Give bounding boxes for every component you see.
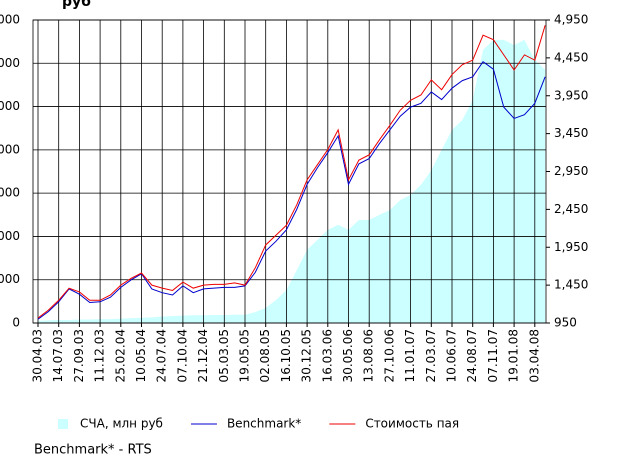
x-tick-label: 07.10.04 <box>175 329 189 382</box>
y2-tick-label: 1,950 <box>554 240 588 254</box>
y2-tick-label: 950 <box>554 316 577 330</box>
x-tick-label: 07.11.07 <box>486 329 500 382</box>
x-tick-label: 19.01.08 <box>507 329 521 382</box>
x-tick-label: 27.09.03 <box>72 329 86 382</box>
x-tick-label: 05.03.05 <box>217 329 231 382</box>
y2-tick-label: 4,450 <box>554 50 588 64</box>
y2-tick-label: 2,450 <box>554 202 588 216</box>
y2-tick-label: 2,950 <box>554 164 588 178</box>
area <box>38 39 546 323</box>
x-tick-label: 30.12.05 <box>300 329 314 382</box>
x-tick-label: 16.10.05 <box>279 329 293 382</box>
x-tick-label: 30.05.06 <box>341 329 355 382</box>
y2-tick-label: 1,450 <box>554 278 588 292</box>
y2-tick-label: 4,950 <box>554 13 588 27</box>
x-tick-label: 16.03.06 <box>320 329 334 382</box>
x-tick-label: 11.01.07 <box>403 329 417 382</box>
x-tick-label: 10.06.07 <box>445 329 459 382</box>
y-tick-label: 5 000 <box>0 99 20 113</box>
x-tick-label: 27.03.07 <box>424 329 438 382</box>
x-tick-label: 10.05.04 <box>134 329 148 382</box>
y-tick-label: 0 <box>12 316 20 330</box>
line <box>37 60 546 320</box>
legend-swatch <box>58 419 68 429</box>
x-tick-label: 24.07.04 <box>155 329 169 382</box>
x-tick-label: 03.04.08 <box>527 329 541 382</box>
plot-frame <box>32 19 547 324</box>
x-tick-label: 27.10.06 <box>382 329 396 382</box>
y-tick-label: 3 000 <box>0 186 20 200</box>
x-tick-label: 21.12.04 <box>196 329 210 382</box>
footnote: Benchmark* - RTS <box>34 443 152 458</box>
y-tick-label: 2 000 <box>0 229 20 243</box>
y2-tick-label: 3,450 <box>554 126 588 140</box>
y-tick-label: 1 000 <box>0 272 20 286</box>
legend-label: Benchmark* <box>227 417 301 431</box>
legend-label: Стоимость пая <box>365 417 459 431</box>
x-tick-label: 30.04.03 <box>31 329 45 382</box>
x-tick-label: 19.05.05 <box>238 329 252 382</box>
x-tick-label: 13.08.06 <box>362 329 376 382</box>
line <box>37 25 546 319</box>
x-tick-label: 11.12.03 <box>93 329 107 382</box>
y-tick-label: 7 000 <box>0 13 20 27</box>
x-tick-label: 25.02.04 <box>113 329 127 382</box>
y-tick-label: 6 000 <box>0 56 20 70</box>
x-tick-label: 14.07.03 <box>51 329 65 382</box>
chart-title: руб <box>62 0 91 10</box>
legend-label: СЧА, млн руб <box>80 417 163 431</box>
x-tick-label: 02.08.05 <box>258 329 272 382</box>
y2-tick-label: 3,950 <box>554 88 588 102</box>
x-tick-label: 24.08.07 <box>465 329 479 382</box>
y-tick-label: 4 000 <box>0 142 20 156</box>
